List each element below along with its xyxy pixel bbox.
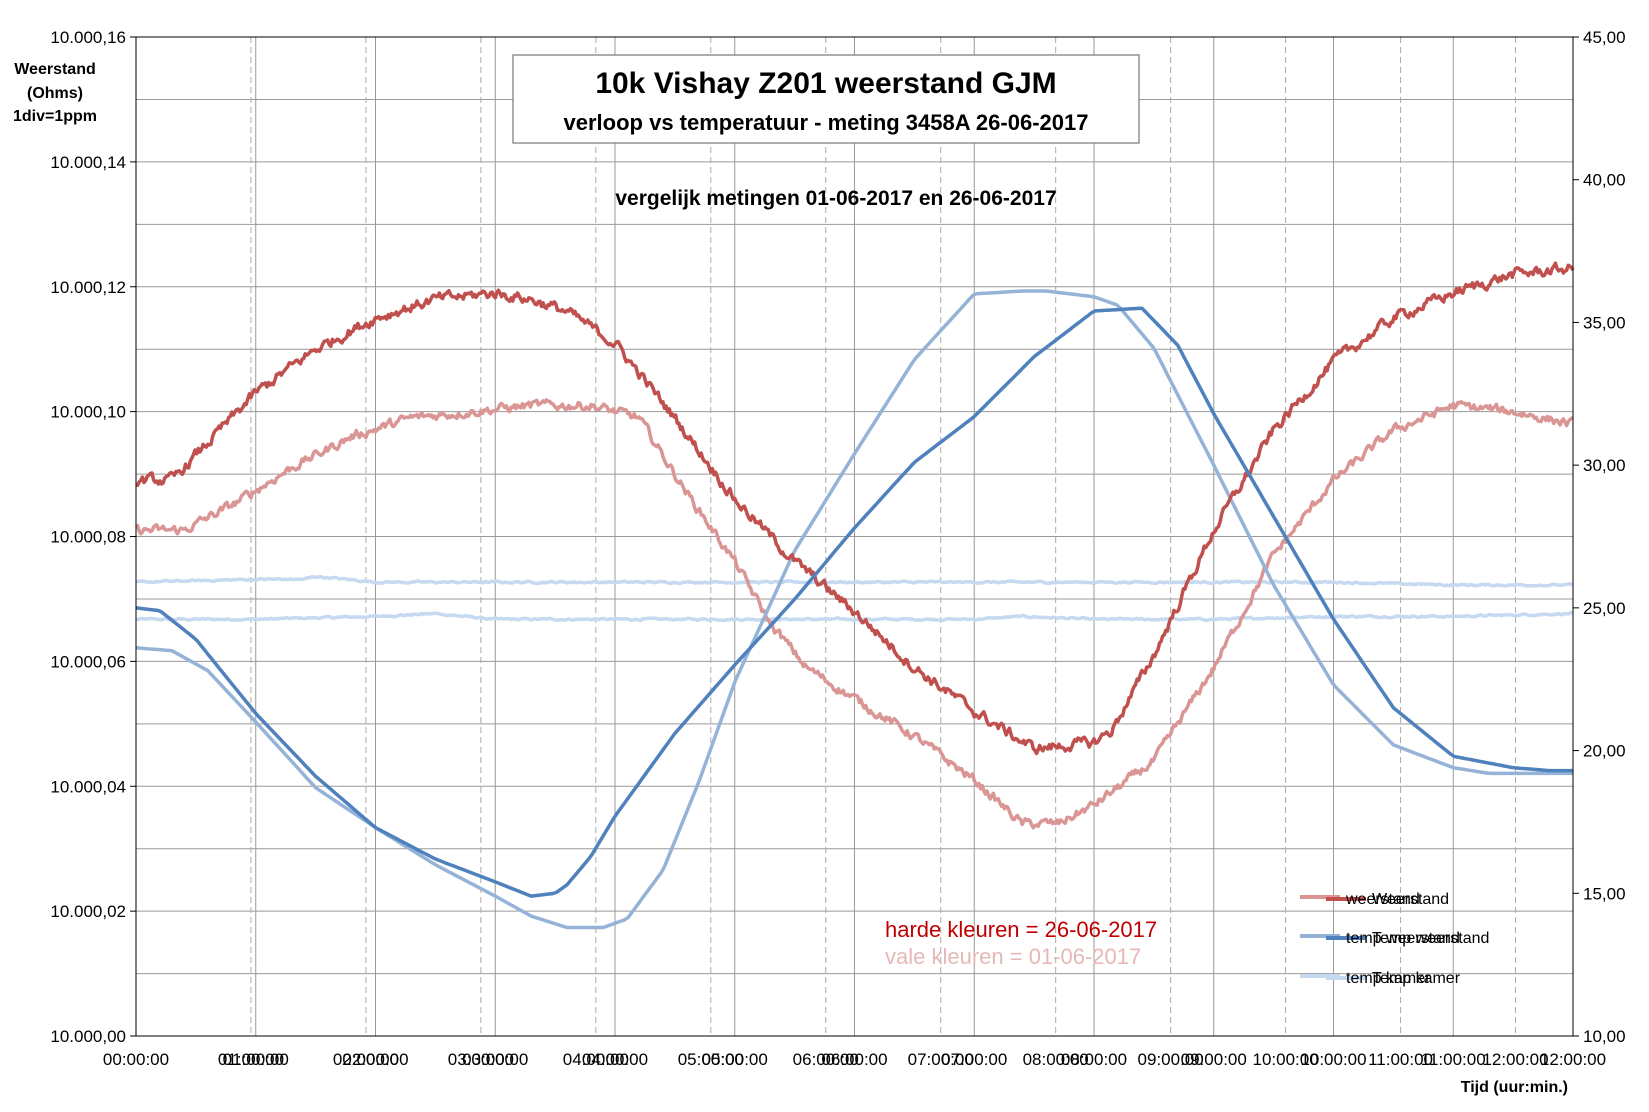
x-tick-label-old: 06:00:00 xyxy=(793,1050,859,1069)
y2-tick-label: 20,00 xyxy=(1583,742,1626,761)
y-tick-label: 10.000,00 xyxy=(50,1027,126,1046)
chart-subtitle: verloop vs temperatuur - meting 3458A 26… xyxy=(564,110,1089,135)
x-tick-label: 10:00:00 xyxy=(1300,1050,1366,1069)
x-axis-title: Tijd (uur:min.) xyxy=(1461,1079,1568,1096)
x-tick-label: 03:00:00 xyxy=(462,1050,528,1069)
series-line-weerstand-old xyxy=(134,398,1574,830)
grid-lines xyxy=(135,36,1574,1037)
y-axis-title-line-1: Weerstand xyxy=(14,61,96,78)
chart-annotation: vergelijk metingen 01-06-2017 en 26-06-2… xyxy=(615,187,1056,210)
legend-label-temp-weerstand-new: Temp weerstand xyxy=(1372,930,1489,947)
x-tick-label: 00:00:00 xyxy=(103,1050,169,1069)
y-tick-label: 10.000,06 xyxy=(50,652,126,671)
series-line-temp-room-new xyxy=(135,574,1574,588)
y2-tick-label: 35,00 xyxy=(1583,313,1626,332)
y-tick-label: 10.000,12 xyxy=(50,278,126,297)
x-tick-label-old: 05:00:00 xyxy=(678,1050,744,1069)
series-layer xyxy=(134,261,1575,930)
x-tick-label-old: 10:00:00 xyxy=(1253,1050,1319,1069)
y2-tick-label: 45,00 xyxy=(1583,28,1626,47)
x-tick-label: 07:00:00 xyxy=(941,1050,1007,1069)
legend-label-weerstand-old: weerstand xyxy=(1345,891,1420,908)
x-tick-label: 01:00:00 xyxy=(223,1050,289,1069)
x-tick-label: 02:00:00 xyxy=(342,1050,408,1069)
y-axis-left: 10.000,00 10.000,02 10.000,04 10.000,06 10.0… xyxy=(50,28,136,1046)
x-tick-label-old: 07:00:00 xyxy=(908,1050,974,1069)
x-tick-label-old: 12:00:00 xyxy=(1482,1050,1548,1069)
y-tick-label: 10.000,16 xyxy=(50,28,126,47)
note-hard-colors: harde kleuren = 26-06-2017 xyxy=(885,917,1157,942)
y2-tick-label: 10,00 xyxy=(1583,1027,1626,1046)
x-tick-label: 09:00:00 xyxy=(1181,1050,1247,1069)
x-tick-label-old: 11:00:00 xyxy=(1368,1050,1433,1069)
legend-entry-weerstand: weerstand Weerstand xyxy=(1300,891,1449,908)
y-tick-label: 10.000,10 xyxy=(50,403,126,422)
legend-label-temp-kamer-old: temp kamer xyxy=(1346,970,1431,987)
x-tick-label-old: 02:00:00 xyxy=(333,1050,399,1069)
y-tick-label: 10.000,14 xyxy=(50,153,126,172)
y-axis-title-line-2: (Ohms) xyxy=(27,85,83,102)
chart-title: 10k Vishay Z201 weerstand GJM xyxy=(595,67,1056,100)
y-axis-right: 10,00 15,00 20,00 25,00 30,00 35,00 40,00 45,00 xyxy=(1573,28,1626,1046)
y-tick-label: 10.000,08 xyxy=(50,528,126,547)
legend: weerstand Weerstand temp weerstand Temp … xyxy=(1300,891,1489,987)
y-axis-title: Weerstand (Ohms) 1div=1ppm xyxy=(13,61,97,125)
legend-entry-temp-weerstand: temp weerstand Temp weerstand xyxy=(1300,930,1489,947)
x-tick-label-old: 04:00:00 xyxy=(563,1050,629,1069)
x-axis: 00:00:00 01:00:00 02:00:00 03:00:00 04:00:00… xyxy=(103,1050,1606,1069)
x-tick-label-old: 09:00:00 xyxy=(1138,1050,1204,1069)
note-pale-colors: vale kleuren = 01-06-2017 xyxy=(885,944,1141,969)
x-tick-label: 05:00:00 xyxy=(702,1050,768,1069)
series-line-temp-res-new xyxy=(135,306,1573,898)
legend-entry-temp-kamer: temp kamer Temp kamer xyxy=(1300,970,1461,987)
series-line-weerstand-new xyxy=(135,261,1575,756)
y2-tick-label: 30,00 xyxy=(1583,456,1626,475)
x-tick-label-old: 03:00:00 xyxy=(448,1050,514,1069)
y2-tick-label: 40,00 xyxy=(1583,171,1626,190)
x-tick-label: 12:00:00 xyxy=(1540,1050,1606,1069)
x-tick-label: 08:00:00 xyxy=(1061,1050,1127,1069)
y-tick-label: 10.000,02 xyxy=(50,902,126,921)
x-tick-label-old: 01:00:00 xyxy=(218,1050,284,1069)
x-tick-label-old: 08:00:00 xyxy=(1023,1050,1089,1069)
x-tick-label: 04:00:00 xyxy=(582,1050,648,1069)
y2-tick-label: 25,00 xyxy=(1583,599,1626,618)
y2-tick-label: 15,00 xyxy=(1583,884,1626,903)
y-axis-title-line-3: 1div=1ppm xyxy=(13,108,97,125)
legend-label-temp-kamer-new: Temp kamer xyxy=(1372,970,1461,987)
legend-label-weerstand-new: Weerstand xyxy=(1372,891,1449,908)
x-tick-label: 11:00:00 xyxy=(1421,1050,1486,1069)
y-tick-label: 10.000,04 xyxy=(50,777,126,796)
x-tick-label: 06:00:00 xyxy=(821,1050,887,1069)
title-box: 10k Vishay Z201 weerstand GJM verloop vs… xyxy=(512,54,1140,144)
legend-label-temp-weerstand-old: temp weerstand xyxy=(1346,930,1460,947)
